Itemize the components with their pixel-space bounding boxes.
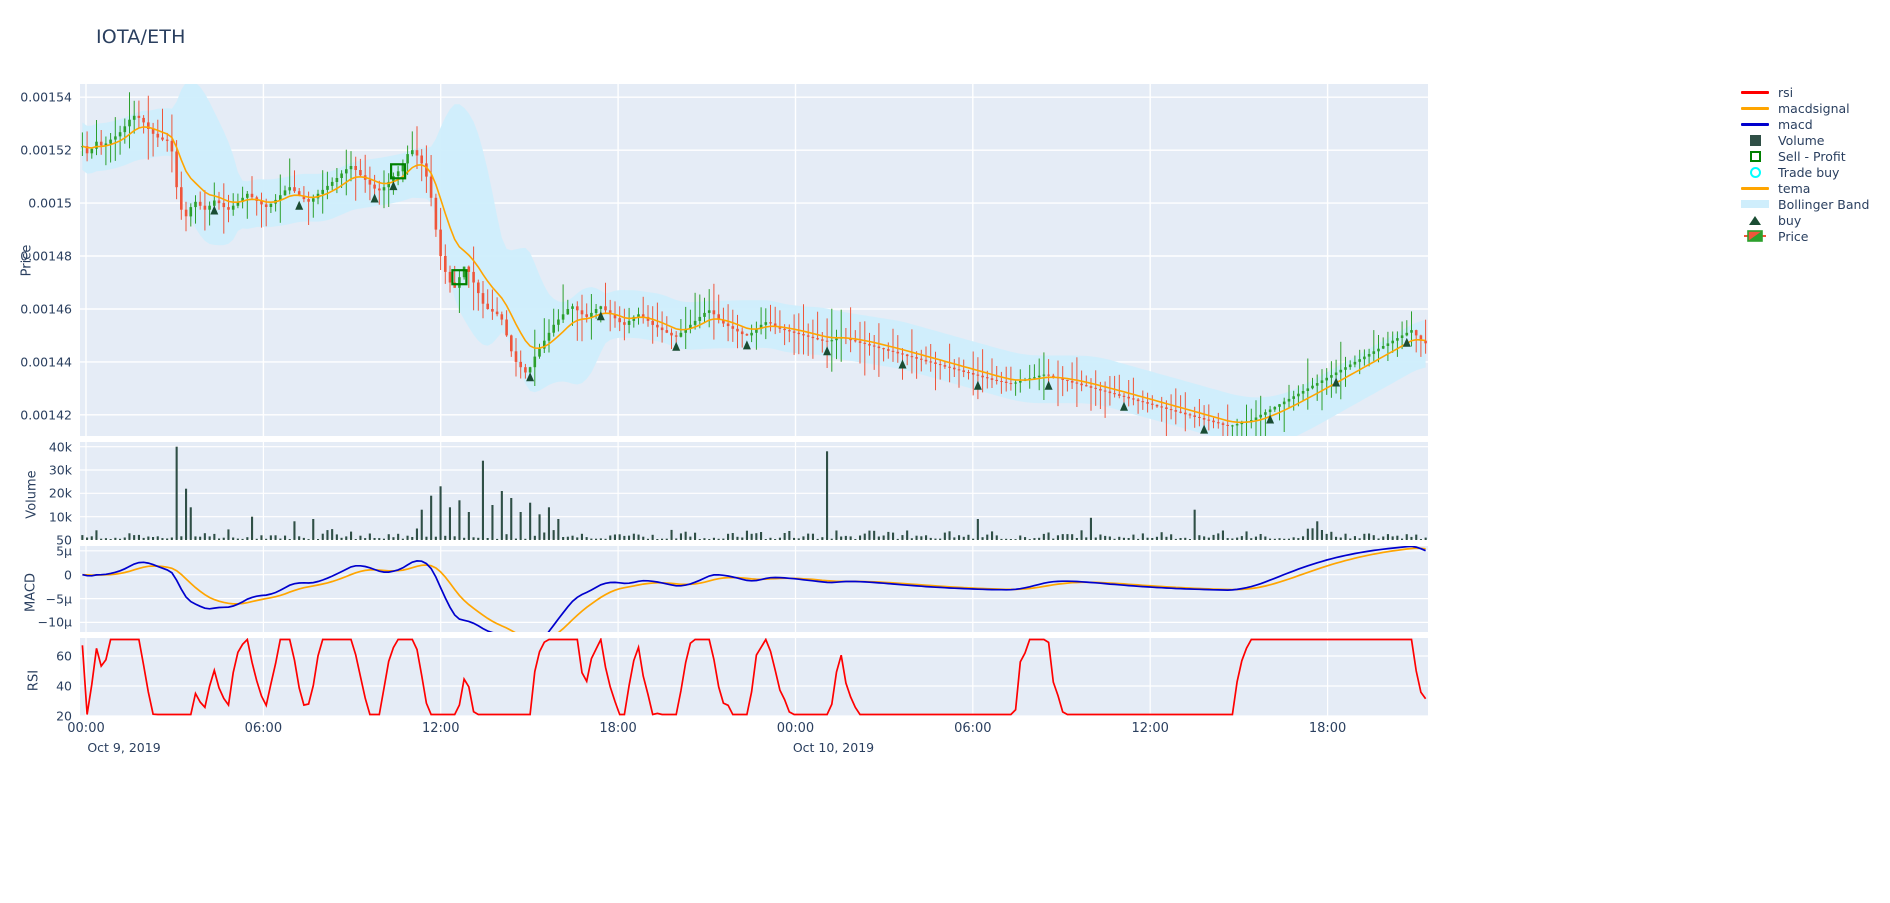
price-ytick: 0.00148 xyxy=(20,248,72,264)
legend-label: tema xyxy=(1778,180,1811,196)
price-plot xyxy=(80,84,1428,436)
macd-plot xyxy=(80,546,1428,632)
legend-item-bollinger-band[interactable]: Bollinger Band xyxy=(1738,196,1888,212)
x-tick: 00:00 xyxy=(776,721,815,736)
macd-panel[interactable] xyxy=(80,546,1428,632)
legend-label: Volume xyxy=(1778,132,1825,148)
legend-item-tema[interactable]: tema xyxy=(1738,180,1888,196)
macd-ytick: 0 xyxy=(64,567,72,583)
legend-label: Bollinger Band xyxy=(1778,196,1870,212)
volume-plot xyxy=(80,442,1428,540)
volume-ytick: 20k xyxy=(48,485,72,501)
chart-legend[interactable]: rsi macdsignal macd Volume Sell - Profit Trad… xyxy=(1738,84,1888,244)
page-title: IOTA/ETH xyxy=(96,26,186,48)
rsi-panel[interactable] xyxy=(80,638,1428,716)
price-ytick: 0.00152 xyxy=(20,142,72,158)
legend-item-rsi[interactable]: rsi xyxy=(1738,84,1888,100)
legend-item-sell-profit[interactable]: Sell - Profit xyxy=(1738,148,1888,164)
legend-line-icon xyxy=(1738,106,1772,110)
x-tick: 12:00 xyxy=(1131,721,1169,736)
legend-label: macd xyxy=(1778,116,1813,132)
legend-band-icon xyxy=(1738,200,1772,208)
legend-label: Trade buy xyxy=(1778,164,1840,180)
volume-ytick: 40k xyxy=(48,439,72,455)
legend-item-trade-buy[interactable]: Trade buy xyxy=(1738,164,1888,180)
x-tick: 06:00 xyxy=(954,721,992,736)
legend-label: Price xyxy=(1778,228,1809,244)
price-ytick: 0.00144 xyxy=(20,354,72,370)
price-ytick: 0.0015 xyxy=(28,195,72,211)
volume-ytick: 50 xyxy=(56,532,72,548)
legend-line-icon xyxy=(1738,186,1772,190)
rsi-ytick: 60 xyxy=(56,648,72,664)
macd-ytick: −5µ xyxy=(45,591,72,607)
x-tick: 00:00 xyxy=(67,721,105,736)
legend-line-icon xyxy=(1738,90,1772,94)
price-ytick: 0.00146 xyxy=(20,301,72,317)
legend-square-icon xyxy=(1738,134,1772,146)
rsi-ytick: 20 xyxy=(56,708,72,724)
price-ytick: 0.00154 xyxy=(20,89,72,105)
x-tick: 18:00 xyxy=(599,721,637,736)
legend-label: buy xyxy=(1778,212,1802,228)
legend-candlestick-icon xyxy=(1738,229,1772,243)
price-ytick: 0.00142 xyxy=(20,407,72,423)
legend-label: Sell - Profit xyxy=(1778,148,1846,164)
volume-ytick: 10k xyxy=(48,509,72,525)
legend-item-buy[interactable]: buy xyxy=(1738,212,1888,228)
legend-line-icon xyxy=(1738,122,1772,126)
legend-label: macdsignal xyxy=(1778,100,1850,116)
legend-item-price[interactable]: Price xyxy=(1738,228,1888,244)
legend-item-macd[interactable]: macd xyxy=(1738,116,1888,132)
x-tick: 18:00 xyxy=(1308,721,1347,736)
x-tick: 06:00 xyxy=(244,721,283,736)
volume-panel[interactable] xyxy=(80,442,1428,540)
legend-item-macdsignal[interactable]: macdsignal xyxy=(1738,100,1888,116)
price-panel[interactable] xyxy=(80,84,1428,436)
legend-item-volume[interactable]: Volume xyxy=(1738,132,1888,148)
rsi-ytick: 40 xyxy=(56,678,72,694)
x-date-label: Oct 9, 2019 xyxy=(87,740,161,755)
legend-open-square-icon xyxy=(1738,150,1772,162)
legend-open-circle-icon xyxy=(1738,166,1772,178)
volume-ytick: 30k xyxy=(48,462,72,478)
rsi-plot xyxy=(80,638,1428,716)
legend-label: rsi xyxy=(1778,84,1794,100)
macd-ytick: −10µ xyxy=(37,614,72,630)
legend-triangle-icon xyxy=(1738,215,1772,225)
x-date-label: Oct 10, 2019 xyxy=(792,740,875,755)
macd-ytick: 5µ xyxy=(56,543,72,559)
x-tick: 12:00 xyxy=(422,721,460,736)
